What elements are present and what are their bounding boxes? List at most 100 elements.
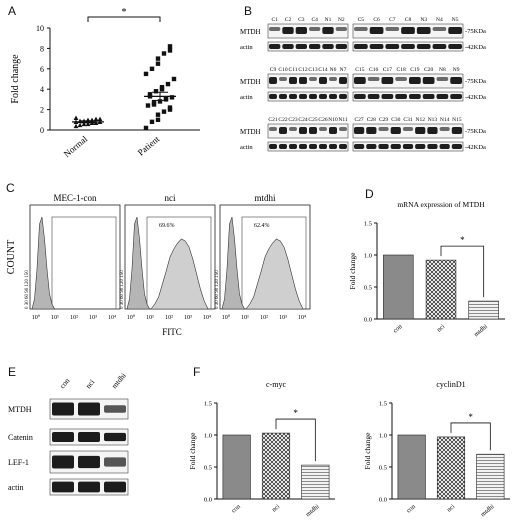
lane-label: C11 (289, 67, 298, 73)
mw-control-label: -42KDa (465, 44, 486, 51)
protein-band (279, 127, 287, 134)
lane-label: N3 (420, 17, 427, 23)
actin-band (309, 44, 321, 49)
lane-label: C27 (355, 117, 364, 123)
protein-band (104, 481, 126, 493)
y-tick-label: 6 (40, 65, 44, 74)
panel-c-label: C (6, 181, 15, 195)
protein-band (339, 77, 347, 84)
actin-band (329, 144, 337, 149)
x-category-label: mtdhi (304, 503, 320, 518)
bar (261, 432, 291, 500)
lane-label: C31 (403, 117, 412, 123)
x-category-label: mtdhi (473, 323, 489, 338)
lane-label: C10 (278, 67, 287, 73)
actin-band (436, 94, 449, 99)
x-category-label: Patient (136, 134, 162, 158)
data-point-patient (155, 112, 161, 117)
data-point-patient (171, 76, 177, 82)
protein-band (319, 77, 327, 84)
data-point-patient (155, 56, 161, 61)
lane-label: C14 (318, 67, 327, 73)
y-tick-label: 1.0 (364, 253, 372, 260)
actin-band (279, 144, 287, 149)
chart-title: cyclinD1 (436, 380, 465, 389)
panel-e-western-blot: con nci mtdhi MTDH Catenin LEF-1 actin (8, 371, 129, 496)
panel-e-label: E (8, 365, 17, 379)
protein-band (369, 27, 384, 34)
lane-label: C8 (405, 17, 412, 23)
lane-label: nci (84, 377, 97, 390)
y-tick-label: 2 (40, 106, 44, 115)
protein-band (78, 432, 100, 442)
lane-label: mtdhi (110, 371, 128, 390)
data-point-patient (157, 99, 163, 104)
lane-label: N4 (436, 17, 443, 23)
y-axis-label: Fold change (10, 54, 21, 104)
protein-band (366, 127, 377, 134)
protein-band (104, 432, 126, 442)
actin-band (322, 44, 334, 49)
actin-band (416, 44, 431, 49)
y-axis-label: Fold change (188, 432, 197, 470)
y-tick-label: 0.5 (204, 465, 212, 472)
protein-band (385, 27, 400, 31)
data-point-normal (85, 121, 91, 127)
protein-band (279, 77, 287, 81)
protein-band (52, 481, 74, 493)
y-tick-label: 4 (40, 85, 44, 94)
lane-label: C17 (383, 67, 392, 73)
bar (397, 434, 426, 500)
actin-band (299, 94, 307, 99)
protein-band (299, 77, 307, 84)
data-point-normal (97, 116, 103, 121)
x-tick-label: 10⁰ (127, 314, 136, 321)
panel-a-label: A (8, 4, 17, 18)
mw-control-label: -42KDa (465, 94, 486, 101)
protein-band (354, 77, 366, 84)
panel-b-western-blots: C1 C2 C3 C4 N1 N2 C5 C6 C7 C8 N3 N4 N5 MTDH actin -75KD… (240, 17, 486, 152)
lane-label: C28 (367, 117, 376, 123)
data-point-patient (159, 84, 165, 90)
lane-label: N9 (453, 67, 460, 73)
lane-label: N1 (325, 17, 332, 23)
y-axis-label: Fold change (348, 252, 357, 290)
lane-label: C5 (358, 17, 365, 23)
actin-band (289, 144, 297, 149)
data-point-normal (73, 123, 79, 129)
significance-bracket (275, 418, 316, 462)
protein-band (104, 405, 126, 413)
actin-band (354, 94, 366, 99)
panel-f-bar-charts: c-myc 0.0 0.5 1.0 1.5 Fold change con nci mtdhi *… (188, 380, 510, 518)
data-point-patient (153, 89, 159, 94)
actin-band (427, 144, 438, 149)
y-tick-labels: 0 30 60 90 120 150 (25, 270, 30, 309)
actin-band (422, 94, 435, 99)
y-tick-label: 0.5 (379, 465, 387, 472)
x-category-label: nci (271, 503, 282, 514)
control-label: actin (240, 144, 253, 151)
protein-band (354, 127, 365, 134)
data-point-patient (163, 96, 169, 101)
mw-protein-label: -75KDa (465, 28, 486, 35)
protein-band (409, 77, 421, 84)
lane-label: N5 (452, 17, 459, 23)
data-point-patient (167, 48, 173, 53)
significance-star: * (460, 235, 465, 245)
gate-box (51, 216, 117, 310)
blot-membrane-protein (352, 73, 464, 89)
protein-label: actin (8, 483, 24, 492)
x-tick-label: 10¹ (146, 315, 154, 321)
lane-label: C25 (308, 117, 317, 123)
actin-band (366, 144, 377, 149)
actin-band (339, 94, 347, 99)
data-point-patient (167, 44, 173, 49)
lane-label: con (58, 376, 72, 390)
significance-star: * (468, 412, 473, 422)
protein-band (402, 127, 414, 131)
blot-membrane-actin (267, 141, 349, 152)
actin-band (439, 144, 450, 149)
protein-label: MTDH (240, 128, 261, 136)
protein-band (415, 127, 426, 134)
protein-label: MTDH (8, 405, 32, 414)
